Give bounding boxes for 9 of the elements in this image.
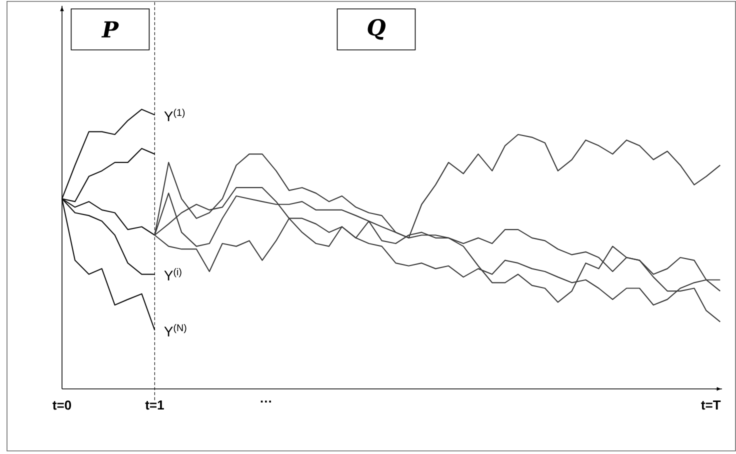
text: P [101, 21, 119, 38]
x-tick-label: t=0 [52, 400, 72, 410]
x-tick-label: t=1 [145, 400, 164, 410]
text: Q [368, 19, 386, 40]
series-label: Y$^{(1)}$ [164, 108, 185, 122]
x-tick-label: … [260, 400, 271, 403]
series-label: Y$^{(N)}$ [164, 324, 186, 336]
x-tick-label: t=T [701, 400, 721, 410]
series-label: Y$^{(i)}$ [164, 268, 182, 280]
